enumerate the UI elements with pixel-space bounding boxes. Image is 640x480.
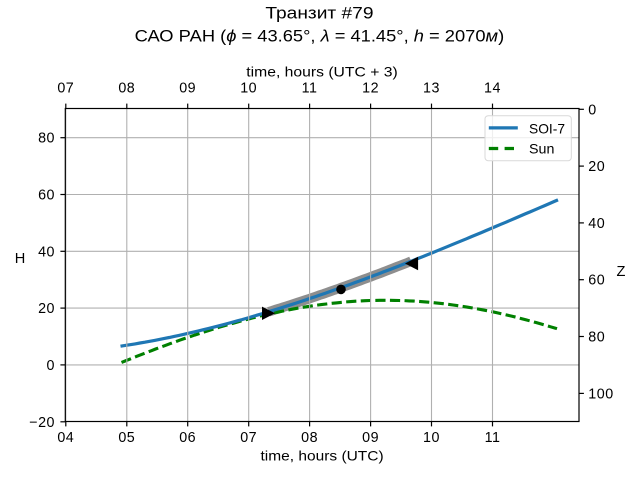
svg-text:100: 100 <box>588 386 613 402</box>
svg-text:time, hours (UTC + 3): time, hours (UTC + 3) <box>246 63 397 79</box>
svg-text:Z: Z <box>617 264 626 280</box>
svg-text:08: 08 <box>118 81 135 97</box>
svg-text:20: 20 <box>588 159 605 175</box>
svg-text:0: 0 <box>47 358 55 374</box>
svg-text:10: 10 <box>423 430 440 446</box>
svg-text:05: 05 <box>118 430 135 446</box>
svg-text:06: 06 <box>179 430 196 446</box>
svg-text:13: 13 <box>423 81 440 97</box>
svg-text:60: 60 <box>38 188 55 204</box>
svg-text:SOI-7: SOI-7 <box>529 120 565 136</box>
svg-text:80: 80 <box>38 131 55 147</box>
svg-text:Sun: Sun <box>529 141 554 157</box>
svg-text:time, hours (UTC): time, hours (UTC) <box>261 448 384 464</box>
svg-text:САО РАН (ϕ = 43.65°, λ = 41.45: САО РАН (ϕ = 43.65°, λ = 41.45°, h = 207… <box>135 27 505 46</box>
svg-text:11: 11 <box>302 81 318 97</box>
svg-text:H: H <box>15 251 26 267</box>
svg-text:07: 07 <box>240 430 257 446</box>
svg-text:−20: −20 <box>29 415 55 431</box>
svg-text:09: 09 <box>362 430 379 446</box>
svg-text:10: 10 <box>240 81 257 97</box>
svg-text:11: 11 <box>485 430 501 446</box>
svg-text:07: 07 <box>57 81 74 97</box>
svg-text:60: 60 <box>588 273 605 289</box>
svg-text:Транзит #79: Транзит #79 <box>265 3 373 22</box>
svg-text:0: 0 <box>588 102 596 118</box>
svg-text:40: 40 <box>38 244 55 260</box>
svg-text:09: 09 <box>179 81 196 97</box>
svg-text:12: 12 <box>362 81 379 97</box>
svg-text:04: 04 <box>57 430 74 446</box>
svg-text:20: 20 <box>38 301 55 317</box>
svg-text:40: 40 <box>588 216 605 232</box>
svg-text:14: 14 <box>484 81 501 97</box>
svg-text:08: 08 <box>301 430 318 446</box>
svg-text:80: 80 <box>588 330 605 346</box>
